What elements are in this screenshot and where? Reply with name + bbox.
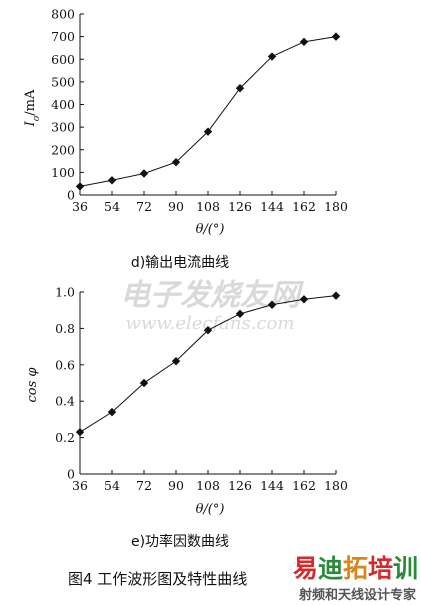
y-tick-label: 300 bbox=[51, 120, 75, 135]
x-tick-label: 126 bbox=[228, 478, 252, 493]
data-point-marker bbox=[331, 32, 341, 41]
watermark-chinese: 电子发烧友网 bbox=[120, 278, 304, 313]
data-point-marker bbox=[299, 295, 309, 304]
y-tick-label: 600 bbox=[51, 52, 75, 67]
x-tick-label: 144 bbox=[260, 478, 284, 493]
y-tick-label: 0 bbox=[67, 188, 75, 203]
data-point-marker bbox=[203, 326, 213, 335]
data-point-marker bbox=[331, 291, 341, 300]
chart-d-x-ticks: 36 54 72 90 108 126 144 162 180 bbox=[72, 191, 348, 214]
data-point-marker bbox=[75, 182, 85, 191]
data-point-marker bbox=[299, 37, 309, 47]
data-point-marker bbox=[267, 52, 277, 61]
chart-e-x-ticks: 36 54 72 90 108 126 144 162 180 bbox=[72, 470, 348, 493]
chart-d-caption: d)输出电流曲线 bbox=[131, 255, 229, 271]
data-point-marker bbox=[235, 309, 245, 319]
chart-e-ylabel: cos φ bbox=[25, 367, 40, 403]
y-tick-label: 0.2 bbox=[55, 430, 75, 445]
chart-e-y-ticks: 0 0.2 0.4 0.6 0.8 1.0 bbox=[55, 285, 84, 482]
y-tick-label: 1.0 bbox=[55, 285, 75, 300]
brand-title-char: 培 bbox=[368, 554, 393, 583]
chart-e-series bbox=[75, 291, 341, 437]
series-line bbox=[79, 36, 337, 187]
x-tick-label: 162 bbox=[292, 478, 316, 493]
brand-logo: 易迪拓培训 射频和天线设计专家 bbox=[293, 554, 418, 603]
data-point-marker bbox=[235, 84, 245, 93]
x-tick-label: 180 bbox=[324, 478, 348, 493]
watermark-url: www.elecfans.com bbox=[126, 313, 295, 334]
chart-power-factor: 0 0.2 0.4 0.6 0.8 1.0 36 54 72 90 108 126 144 162 180… bbox=[25, 285, 348, 551]
x-tick-label: 36 bbox=[72, 199, 88, 214]
data-point-marker bbox=[139, 169, 149, 178]
brand-title-char: 拓 bbox=[343, 554, 368, 583]
brand-title-char: 迪 bbox=[318, 554, 343, 583]
x-tick-label: 180 bbox=[324, 199, 348, 214]
y-tick-label: 0.6 bbox=[55, 357, 75, 372]
x-tick-label: 36 bbox=[72, 478, 88, 493]
watermark: 电子发烧友网 www.elecfans.com bbox=[120, 278, 304, 334]
brand-title: 易迪拓培训 bbox=[293, 554, 418, 583]
brand-title-char: 训 bbox=[393, 554, 418, 583]
chart-d-y-ticks: 0 100 200 300 400 500 600 700 800 bbox=[51, 7, 84, 203]
brand-title-char: 易 bbox=[293, 554, 318, 583]
chart-output-current: 0 100 200 300 400 500 600 700 800 36 54 72 90 108 126… bbox=[23, 7, 348, 272]
data-point-marker bbox=[107, 407, 117, 417]
x-tick-label: 54 bbox=[104, 199, 120, 214]
chart-d-xlabel: θ/(°) bbox=[196, 222, 225, 237]
x-tick-label: 54 bbox=[104, 478, 120, 493]
x-tick-label: 144 bbox=[260, 199, 284, 214]
y-tick-label: 0 bbox=[67, 467, 75, 482]
x-tick-label: 108 bbox=[196, 478, 220, 493]
y-tick-label: 800 bbox=[51, 7, 75, 22]
chart-d-series bbox=[75, 32, 341, 191]
figure-caption: 图4 工作波形图及特性曲线 bbox=[68, 570, 247, 588]
chart-d-ylabel: Io/mA bbox=[23, 89, 42, 127]
x-tick-label: 72 bbox=[136, 199, 152, 214]
y-tick-label: 0.4 bbox=[55, 394, 75, 409]
data-point-marker bbox=[171, 157, 181, 167]
data-point-marker bbox=[171, 356, 181, 366]
x-tick-label: 72 bbox=[136, 478, 152, 493]
data-point-marker bbox=[267, 300, 277, 309]
x-tick-label: 90 bbox=[168, 478, 184, 493]
data-point-marker bbox=[203, 127, 213, 136]
y-tick-label: 100 bbox=[51, 165, 75, 180]
y-tick-label: 400 bbox=[51, 97, 75, 112]
chart-d-axes bbox=[79, 14, 336, 196]
y-tick-label: 700 bbox=[51, 29, 75, 44]
chart-e-caption: e)功率因数曲线 bbox=[131, 533, 229, 550]
x-tick-label: 90 bbox=[168, 199, 184, 214]
x-tick-label: 108 bbox=[196, 199, 220, 214]
brand-subtitle: 射频和天线设计专家 bbox=[298, 587, 417, 603]
y-tick-label: 500 bbox=[51, 74, 75, 89]
y-tick-label: 200 bbox=[51, 142, 75, 157]
data-point-marker bbox=[75, 427, 85, 437]
x-tick-label: 162 bbox=[292, 199, 316, 214]
data-point-marker bbox=[139, 378, 149, 388]
x-tick-label: 126 bbox=[228, 199, 252, 214]
chart-e-xlabel: θ/(°) bbox=[196, 502, 225, 517]
data-point-marker bbox=[107, 176, 117, 185]
y-tick-label: 0.8 bbox=[55, 321, 75, 336]
